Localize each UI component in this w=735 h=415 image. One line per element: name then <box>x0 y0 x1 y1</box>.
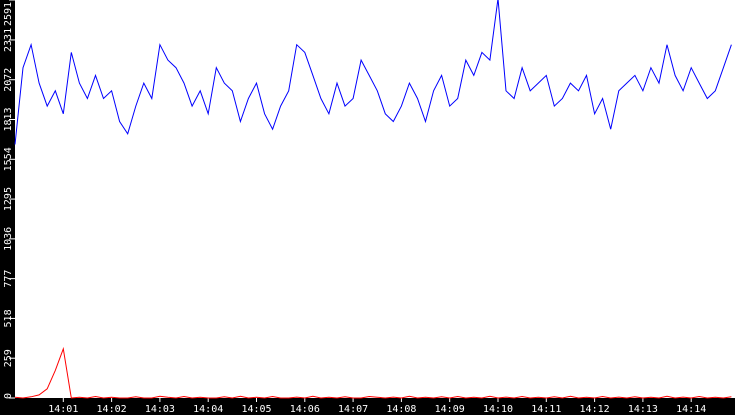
x-tick-label: 14:06 <box>290 404 320 415</box>
x-tick-label: 14:03 <box>145 404 175 415</box>
x-tick-label: 14:05 <box>241 404 271 415</box>
y-tick-label: 259 <box>3 349 14 367</box>
x-tick-label: 14:02 <box>97 404 127 415</box>
x-tick-label: 14:10 <box>483 404 513 415</box>
x-tick-label: 14:04 <box>193 404 223 415</box>
x-tick-label: 14:01 <box>48 404 78 415</box>
x-axis: 14:01 14:02 14:03 14:04 14:05 14:06 14:07 14:08… <box>48 398 706 415</box>
plot-area <box>15 0 735 398</box>
y-axis: 0 259 518 777 1036 1295 1554 1813 2072 2331 2591 <box>3 0 15 399</box>
y-tick-label: 1295 <box>3 187 14 211</box>
series-line-0 <box>14 0 732 145</box>
y-tick-label: 0 <box>3 393 14 399</box>
x-tick-label: 14:12 <box>580 404 610 415</box>
series-lines <box>14 0 732 399</box>
x-tick-label: 14:09 <box>435 404 465 415</box>
y-tick-label: 2072 <box>3 68 14 92</box>
y-tick-label: 777 <box>3 270 14 288</box>
x-tick-label: 14:08 <box>386 404 416 415</box>
x-tick-label: 14:11 <box>531 404 561 415</box>
y-tick-label: 1813 <box>3 107 14 131</box>
x-tick-label: 14:07 <box>338 404 368 415</box>
y-tick-label: 2591 <box>3 2 14 26</box>
y-tick-label: 1554 <box>3 147 14 171</box>
series-line-1 <box>14 346 732 399</box>
x-tick-label: 14:13 <box>628 404 658 415</box>
x-tick-label: 14:14 <box>676 404 706 415</box>
y-tick-label: 518 <box>3 309 14 327</box>
y-tick-label: 2331 <box>3 28 14 52</box>
y-tick-label: 1036 <box>3 227 14 251</box>
